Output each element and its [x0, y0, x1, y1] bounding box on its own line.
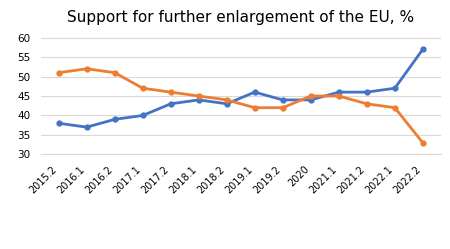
Against — [420, 141, 426, 144]
For — [280, 98, 285, 101]
Against — [336, 95, 342, 98]
Against — [84, 67, 90, 70]
Against — [168, 91, 173, 94]
Against — [196, 95, 202, 98]
Against — [308, 95, 314, 98]
For — [392, 87, 397, 90]
Against — [112, 71, 117, 74]
For — [112, 118, 117, 121]
Line: For: For — [56, 47, 425, 129]
For — [252, 91, 257, 94]
For — [196, 98, 202, 101]
For — [336, 91, 342, 94]
Against — [224, 98, 230, 101]
For — [420, 48, 426, 51]
Against — [140, 87, 145, 90]
Against — [280, 106, 285, 109]
For — [308, 98, 314, 101]
For — [168, 102, 173, 105]
Title: Support for further enlargement of the EU, %: Support for further enlargement of the E… — [67, 9, 414, 25]
For — [84, 126, 90, 129]
Against — [392, 106, 397, 109]
Against — [364, 102, 369, 105]
Against — [56, 71, 61, 74]
Against — [252, 106, 257, 109]
For — [56, 122, 61, 125]
For — [140, 114, 145, 117]
For — [224, 102, 230, 105]
For — [364, 91, 369, 94]
Line: Against: Against — [56, 66, 425, 145]
